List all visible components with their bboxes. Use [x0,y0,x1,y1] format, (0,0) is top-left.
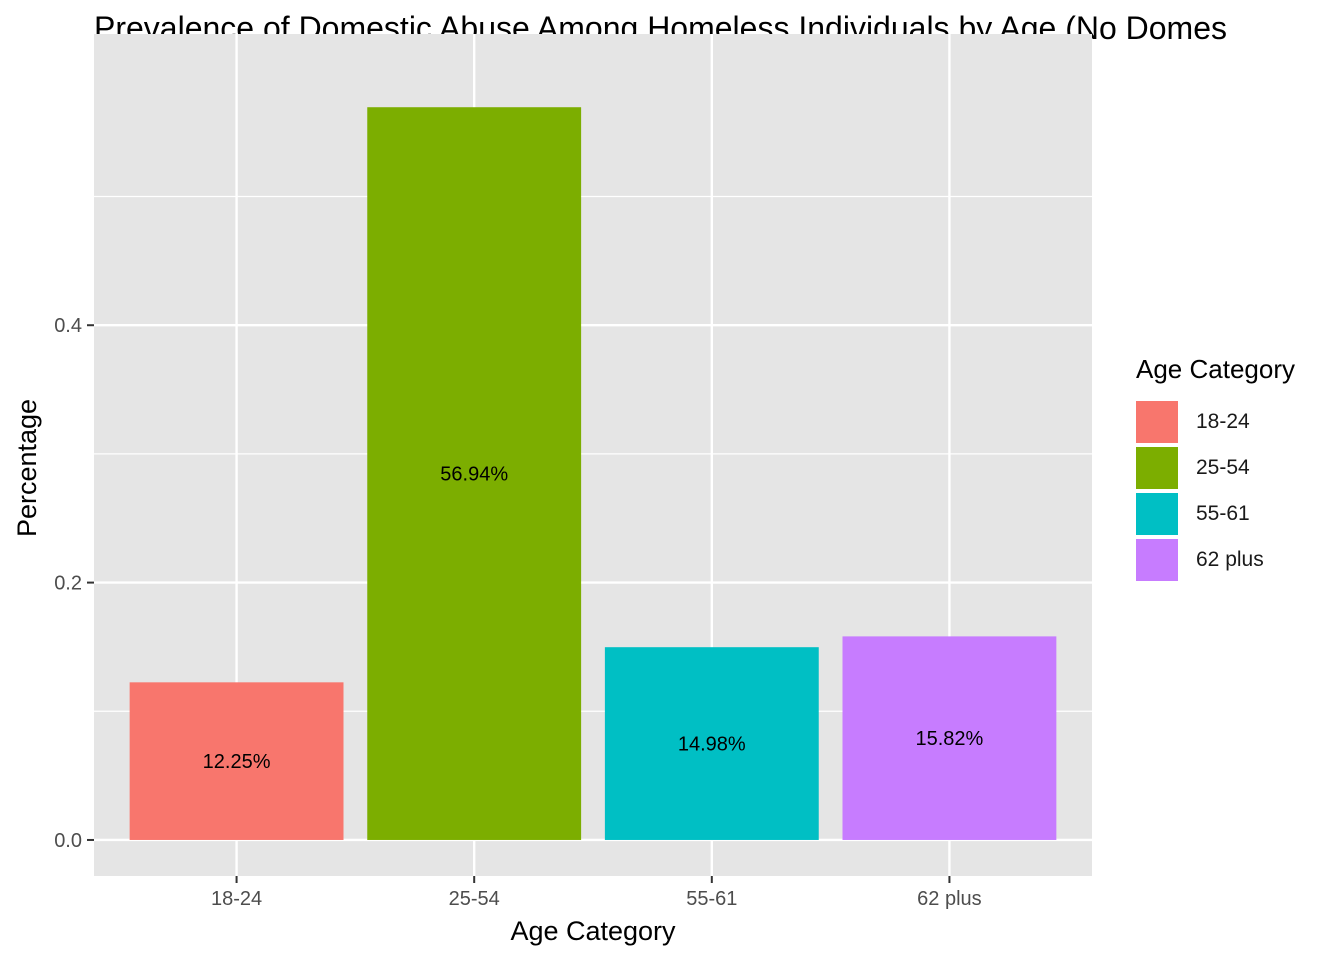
bar-18-24 [129,682,344,840]
data-label: 12.25% [203,751,271,773]
axes: 0.0 0.2 0.4 18-24 25-54 55-61 62 plus [54,315,981,910]
x-tick-label: 25-54 [449,888,500,910]
legend-swatch [1136,447,1178,489]
data-label: 14.98% [678,734,746,756]
y-tick-label: 0.4 [54,315,82,337]
data-labels: 12.25% 56.94% 14.98% 15.82% [203,464,984,774]
legend-item: 55-61 [1136,491,1295,537]
legend-swatch [1136,539,1178,581]
legend-item: 25-54 [1136,445,1295,491]
x-tick-label: 62 plus [917,888,982,910]
legend: Age Category 18-24 25-54 55-61 62 plus [1136,354,1295,583]
legend-label: 62 plus [1196,548,1264,571]
y-tick-label: 0.0 [54,830,82,852]
legend-item: 62 plus [1136,537,1295,583]
x-tick-label: 55-61 [686,888,737,910]
legend-label: 55-61 [1196,502,1250,525]
x-axis-title: Age Category [510,916,676,946]
data-label: 56.94% [440,464,508,486]
bar-62-plus [842,636,1057,840]
data-label: 15.82% [916,728,984,750]
bar-55-61 [604,647,819,840]
x-tick-label: 18-24 [211,888,262,910]
y-tick-label: 0.2 [54,573,82,595]
legend-swatch [1136,401,1178,443]
y-axis-title: Percentage [12,399,42,537]
bar-25-54 [367,107,582,840]
legend-swatch [1136,493,1178,535]
legend-label: 25-54 [1196,456,1250,479]
bars [129,107,1057,840]
legend-label: 18-24 [1196,410,1250,433]
legend-item: 18-24 [1136,399,1295,445]
legend-title: Age Category [1136,354,1295,384]
